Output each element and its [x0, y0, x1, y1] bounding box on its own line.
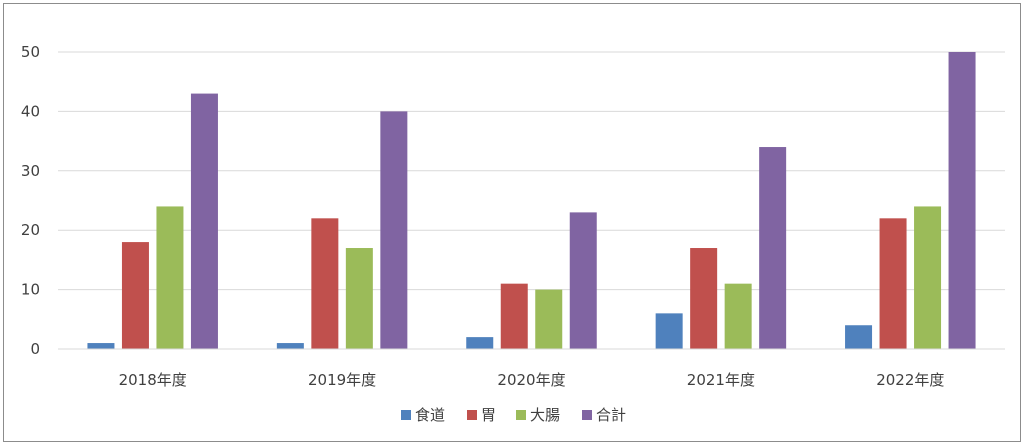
bar-1-5 — [845, 325, 873, 349]
bar-1-3 — [466, 337, 494, 349]
bar-3-1 — [156, 206, 184, 349]
x-tick-label: 2021年度 — [687, 371, 755, 389]
bar-4-3 — [569, 212, 597, 349]
y-tick-label: 0 — [30, 340, 40, 358]
bar-2-4 — [690, 248, 718, 349]
x-tick-label: 2018年度 — [119, 371, 187, 389]
y-tick-label: 50 — [21, 43, 40, 61]
bar-2-1 — [121, 242, 149, 349]
y-tick-label: 30 — [21, 162, 40, 180]
bar-4-2 — [380, 111, 408, 350]
x-tick-label: 2022年度 — [876, 371, 944, 389]
bar-3-5 — [914, 206, 942, 349]
x-tick-label: 2020年度 — [497, 371, 565, 389]
legend-label: 食道 — [415, 406, 445, 424]
legend-label: 胃 — [481, 406, 496, 424]
bar-1-4 — [655, 313, 683, 349]
bar-3-3 — [535, 289, 563, 349]
x-tick-label: 2019年度 — [308, 371, 376, 389]
legend-swatch — [582, 410, 592, 420]
bar-4-1 — [190, 93, 218, 349]
bar-2-5 — [879, 218, 907, 349]
bar-1-1 — [87, 343, 115, 349]
bar-3-2 — [345, 248, 373, 349]
bars — [87, 52, 976, 350]
legend-label: 大腸 — [530, 406, 560, 424]
bar-3-4 — [724, 283, 752, 349]
legend-swatch — [401, 410, 411, 420]
bar-2-3 — [500, 283, 528, 349]
legend-swatch — [467, 410, 477, 420]
legend-swatch — [516, 410, 526, 420]
y-axis-ticks: 0 10 20 30 40 50 — [21, 43, 40, 358]
y-tick-label: 10 — [21, 281, 40, 299]
legend: 食道 胃 大腸 合計 — [401, 406, 626, 424]
x-axis-ticks: 2018年度 2019年度 2020年度 2021年度 2022年度 — [119, 371, 945, 389]
legend-label: 合計 — [596, 406, 626, 424]
bar-2-2 — [311, 218, 339, 349]
y-tick-label: 20 — [21, 221, 40, 239]
y-tick-label: 40 — [21, 102, 40, 120]
bar-4-4 — [759, 147, 787, 349]
bar-4-5 — [948, 52, 976, 349]
bar-1-2 — [276, 343, 304, 349]
